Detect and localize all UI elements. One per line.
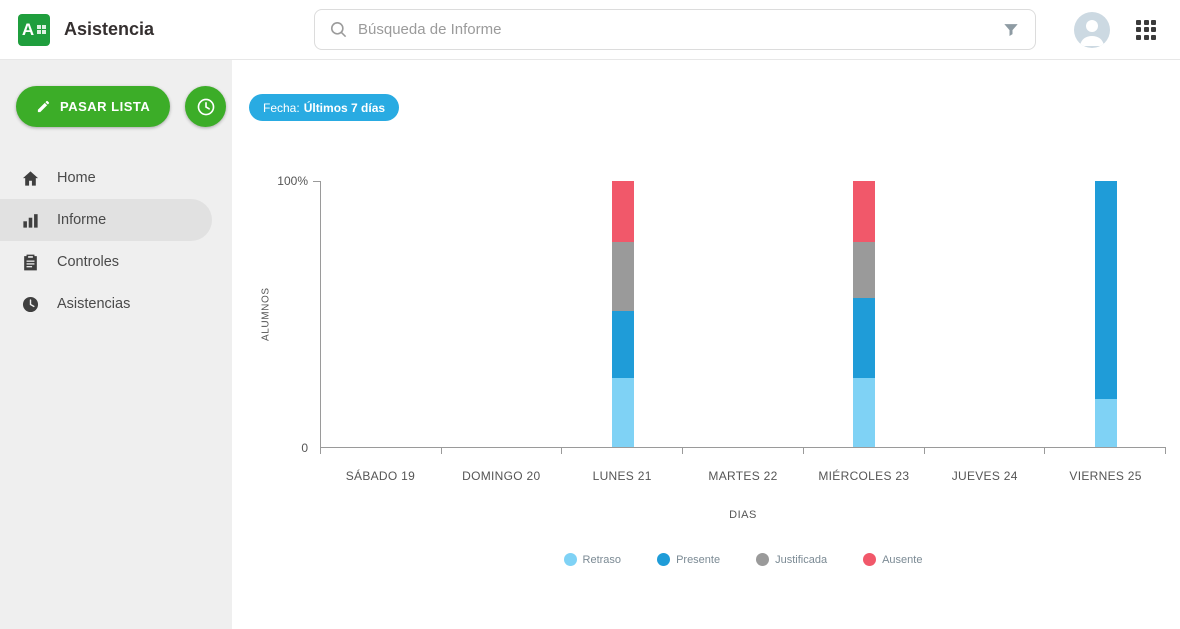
x-axis-labels: SÁBADO 19 DOMINGO 20 LUNES 21 MARTES 22 MIÉR… [320,469,1166,483]
x-axis-ticks [320,448,1167,454]
bar-stack [611,181,634,447]
x-axis-title: DIAS [729,509,757,521]
y-axis: 100% 0 [276,174,320,455]
chart-column [1045,181,1166,447]
plot-area [320,181,1166,448]
chart-column [925,181,1046,447]
bar-stack [1094,181,1117,447]
bar-segment-retraso [853,377,876,447]
clock-icon [21,295,40,314]
legend-item-ausente: Ausente [863,553,922,566]
sidebar-item-asistencias[interactable]: Asistencias [0,283,212,325]
quick-clock-button[interactable] [185,86,227,127]
chart-column [321,181,442,447]
chart-column [442,181,563,447]
sidebar-item-informe[interactable]: Informe [0,199,212,241]
x-axis-tick [925,448,1046,454]
bar-segment-presente [853,298,876,378]
x-axis-tick [321,448,442,454]
sidebar-item-home[interactable]: Home [0,157,212,199]
chart-row: ALUMNOS 100% 0 SÁBADO 19 DOMINGO 20 LUNES … [256,174,1167,566]
date-filter-badge[interactable]: Fecha: Últimos 7 días [249,94,400,121]
x-axis-tick [442,448,563,454]
search-input[interactable] [358,21,991,38]
legend-dot [563,553,577,566]
date-filter-value: Últimos 7 días [303,100,386,115]
x-axis-label: DOMINGO 20 [462,469,541,483]
user-avatar[interactable] [1074,11,1110,48]
bar-chart-icon [21,211,40,230]
pencil-icon [36,99,51,114]
plot-column: SÁBADO 19 DOMINGO 20 LUNES 21 MARTES 22 MIÉR… [320,181,1167,566]
top-bar: A Asistencia [0,0,1180,60]
legend-item-retraso: Retraso [563,553,622,566]
filter-icon[interactable] [1001,20,1021,40]
x-axis-tick [683,448,804,454]
legend-item-presente: Presente [657,553,720,566]
x-axis-label: MIÉRCOLES 23 [818,469,910,483]
legend-item-justificada: Justificada [756,553,827,566]
sidebar-item-label: Controles [57,254,120,270]
y-tick-mark [313,181,320,182]
x-axis-label: JUEVES 24 [951,469,1018,483]
pasar-lista-label: PASAR LISTA [60,99,151,114]
legend-label: Presente [676,553,721,566]
sidebar: PASAR LISTA Home [0,60,232,629]
bar-stack [733,181,755,447]
x-axis-tick [562,448,684,454]
bar-segment-retraso [611,377,634,447]
bar-segment-ausente [853,181,876,243]
attendance-chart: ALUMNOS 100% 0 SÁBADO 19 DOMINGO 20 LUNES … [256,174,1167,566]
search-box[interactable] [314,9,1036,50]
y-axis-title: ALUMNOS [260,287,272,342]
bar-stack [853,181,876,447]
legend-label: Ausente [882,553,923,566]
x-axis-label: MARTES 22 [708,469,778,483]
x-axis-label: LUNES 21 [592,469,652,483]
sidebar-actions: PASAR LISTA [0,60,232,127]
legend-dot [756,553,770,566]
x-axis-tick [1045,448,1167,454]
bar-stack [491,181,513,447]
bar-segment-presente [1094,181,1117,400]
y-tick-label-0: 0 [301,441,308,455]
bar-segment-ausente [611,181,634,243]
spreadsheet-grid-icon [37,25,47,34]
bar-segment-justificada [611,242,634,312]
legend-dot [657,553,671,566]
app-logo-letter: A [21,20,35,39]
sidebar-item-label: Asistencias [57,296,131,312]
y-tick-label-100: 100% [277,174,308,188]
legend-label: Retraso [582,553,622,566]
app-logo[interactable]: A [18,13,50,46]
search-icon [329,20,348,39]
bar-segment-presente [611,311,634,378]
sidebar-menu: Home Informe [0,157,232,325]
sidebar-item-label: Informe [57,212,107,228]
bar-segment-justificada [853,242,876,299]
x-axis-tick [804,448,925,454]
legend-dot [863,553,877,566]
sidebar-item-label: Home [57,170,96,186]
clipboard-icon [21,253,40,272]
top-bar-right [1074,11,1162,48]
apps-grid-icon[interactable] [1136,19,1156,40]
pasar-lista-button[interactable]: PASAR LISTA [16,86,171,127]
main-content: Fecha: Últimos 7 días ALUMNOS 100% 0 SÁB… [232,60,1180,629]
bar-segment-retraso [1094,399,1117,447]
chart-column [804,181,925,447]
chart-column [562,181,683,447]
date-filter-label: Fecha: [263,100,300,115]
x-axis-label: SÁBADO 19 [345,469,416,483]
sidebar-item-controles[interactable]: Controles [0,241,212,283]
x-axis-label: VIERNES 25 [1069,469,1142,483]
chart-column [683,181,804,447]
home-icon [21,169,40,188]
page-title: Asistencia [64,19,155,39]
page-body: PASAR LISTA Home [0,60,1180,629]
bar-stack [974,181,996,447]
legend-label: Justificada [775,553,828,566]
bar-stack [370,181,392,447]
chart-legend: Retraso Presente Justificada Ausente [320,553,1166,566]
